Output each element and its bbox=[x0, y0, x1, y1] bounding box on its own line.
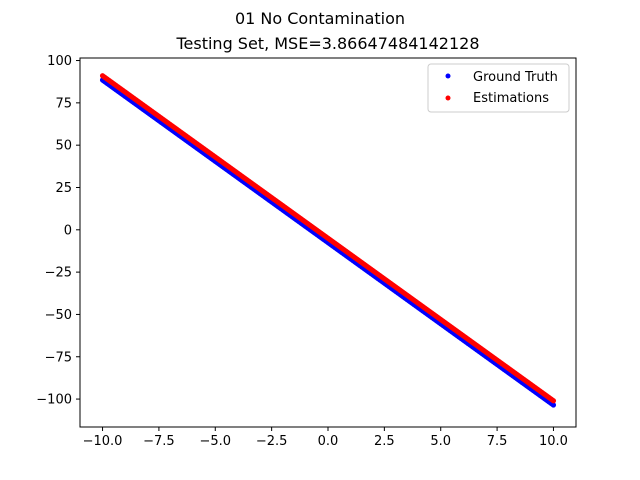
y-tick-label: −50 bbox=[45, 308, 72, 323]
series-estimations bbox=[99, 73, 557, 404]
x-axis-ticks: −10.0 −7.5 −5.0 −2.5 0.0 2.5 5.0 7.5 10.0 bbox=[83, 427, 568, 449]
chart-title: 01 No Contamination bbox=[235, 9, 405, 28]
x-tick-label: 2.5 bbox=[374, 434, 395, 449]
y-axis-ticks: −100 −75 −50 −25 0 25 50 75 100 bbox=[36, 54, 80, 408]
y-tick-label: 0 bbox=[64, 223, 72, 238]
data-points bbox=[99, 73, 557, 408]
series-ground-truth bbox=[99, 77, 557, 408]
y-tick-label: −100 bbox=[36, 393, 72, 408]
x-tick-label: −10.0 bbox=[83, 434, 123, 449]
chart-subtitle: Testing Set, MSE=3.86647484142128 bbox=[175, 34, 479, 53]
y-tick-label: 75 bbox=[55, 96, 72, 111]
x-tick-label: −2.5 bbox=[256, 434, 288, 449]
y-tick-label: −25 bbox=[45, 266, 72, 281]
y-tick-label: −75 bbox=[45, 350, 72, 365]
x-tick-label: 0.0 bbox=[318, 434, 339, 449]
y-tick-label: 100 bbox=[47, 54, 72, 69]
x-tick-label: −5.0 bbox=[199, 434, 231, 449]
legend: Ground Truth Estimations bbox=[427, 63, 570, 113]
legend-label-estimations: Estimations bbox=[473, 91, 549, 106]
x-tick-label: 5.0 bbox=[430, 434, 451, 449]
legend-label-ground-truth: Ground Truth bbox=[473, 70, 558, 85]
y-tick-label: 50 bbox=[55, 139, 72, 154]
y-tick-label: 25 bbox=[55, 181, 72, 196]
legend-box bbox=[427, 63, 570, 113]
x-tick-label: 10.0 bbox=[539, 434, 568, 449]
point-estimations bbox=[550, 398, 557, 404]
legend-marker-estimations bbox=[445, 95, 451, 101]
plot-frame bbox=[79, 57, 577, 428]
point-ground-truth bbox=[550, 402, 557, 408]
x-tick-label: −7.5 bbox=[143, 434, 175, 449]
legend-marker-ground-truth bbox=[445, 73, 451, 79]
x-tick-label: 7.5 bbox=[487, 434, 508, 449]
